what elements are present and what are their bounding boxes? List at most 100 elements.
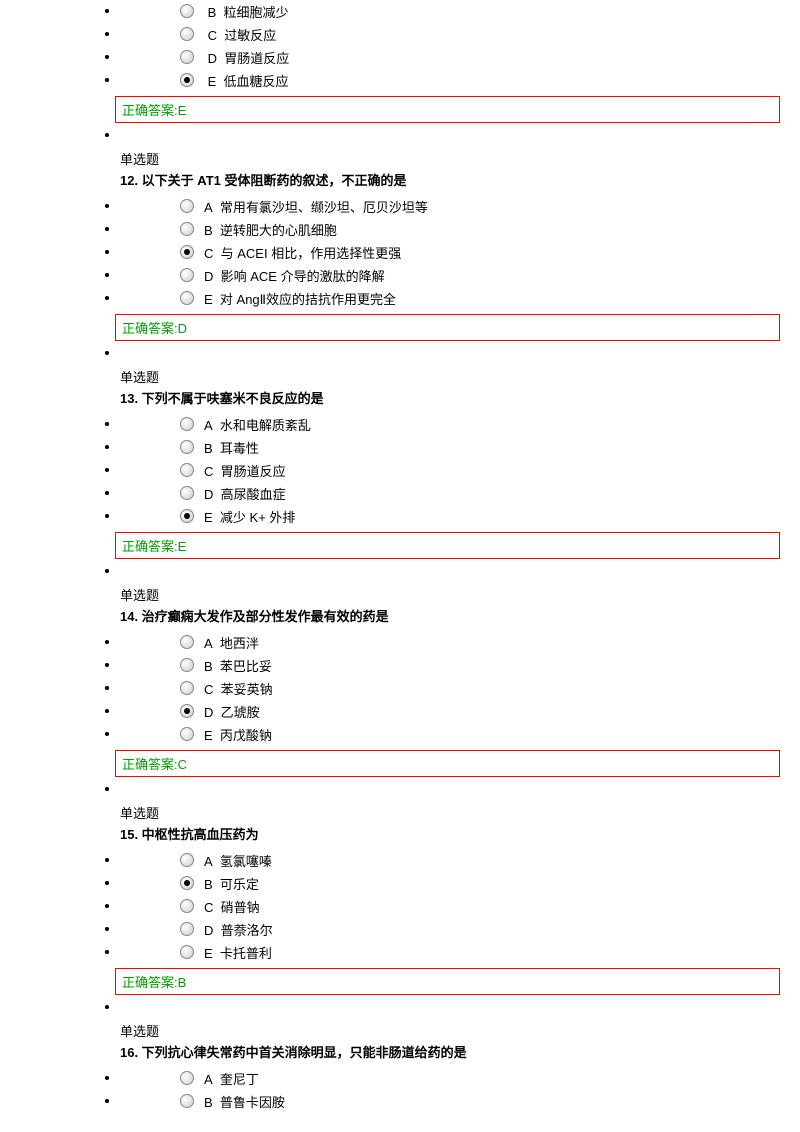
option-item[interactable]: B 苯巴比妥	[120, 654, 800, 677]
radio-icon[interactable]	[180, 73, 194, 87]
question-list: B 粒细胞减少 C 过敏反应 D 胃肠道反应 E 低血糖反应 正确答案:E 单选…	[0, 0, 800, 1113]
radio-icon[interactable]	[180, 199, 194, 213]
answer-box: 正确答案:E	[120, 96, 800, 123]
radio-icon[interactable]	[180, 899, 194, 913]
radio-icon[interactable]	[180, 509, 194, 523]
radio-icon[interactable]	[180, 945, 194, 959]
radio-icon[interactable]	[180, 463, 194, 477]
radio-icon[interactable]	[180, 27, 194, 41]
option-label: C 苯妥英钠	[204, 679, 273, 698]
option-label: D 乙琥胺	[204, 702, 260, 721]
question-type: 单选题	[120, 367, 800, 386]
option-label: C 硝普钠	[204, 897, 260, 916]
radio-icon[interactable]	[180, 486, 194, 500]
radio-icon[interactable]	[180, 4, 194, 18]
option-item[interactable]: C 胃肠道反应	[120, 459, 800, 482]
question-header: 单选题 12. 以下关于 AT1 受体阻断药的叙述，不正确的是	[120, 149, 800, 189]
question-type: 单选题	[120, 585, 800, 604]
section-spacer	[120, 563, 800, 579]
option-label: E 对 AngⅡ效应的拮抗作用更完全	[204, 289, 396, 308]
option-label: A 奎尼丁	[204, 1069, 259, 1088]
answer-box: 正确答案:B	[120, 968, 800, 995]
option-item[interactable]: B 可乐定	[120, 872, 800, 895]
option-item[interactable]: E 减少 K+ 外排	[120, 505, 800, 528]
option-label: D 影响 ACE 介导的激肽的降解	[204, 266, 385, 285]
section-spacer	[120, 781, 800, 797]
option-item[interactable]: D 普萘洛尔	[120, 918, 800, 941]
radio-icon[interactable]	[180, 417, 194, 431]
option-item[interactable]: C 硝普钠	[120, 895, 800, 918]
option-item[interactable]: C 苯妥英钠	[120, 677, 800, 700]
option-item[interactable]: A 水和电解质紊乱	[120, 413, 800, 436]
option-label: C 过敏反应	[208, 25, 277, 44]
option-item[interactable]: B 粒细胞减少	[120, 0, 800, 23]
radio-icon[interactable]	[180, 704, 194, 718]
radio-icon[interactable]	[180, 245, 194, 259]
option-label: D 胃肠道反应	[208, 48, 290, 67]
question-header: 单选题 15. 中枢性抗高血压药为	[120, 803, 800, 843]
option-label: B 逆转肥大的心肌细胞	[204, 220, 337, 239]
question-title: 15. 中枢性抗高血压药为	[120, 824, 800, 843]
option-item[interactable]: A 奎尼丁	[120, 1067, 800, 1090]
radio-icon[interactable]	[180, 727, 194, 741]
option-label: B 可乐定	[204, 874, 259, 893]
option-item[interactable]: E 卡托普利	[120, 941, 800, 964]
radio-icon[interactable]	[180, 635, 194, 649]
radio-icon[interactable]	[180, 876, 194, 890]
question-type: 单选题	[120, 149, 800, 168]
option-item[interactable]: D 胃肠道反应	[120, 46, 800, 69]
radio-icon[interactable]	[180, 1094, 194, 1108]
option-item[interactable]: B 耳毒性	[120, 436, 800, 459]
question-title: 12. 以下关于 AT1 受体阻断药的叙述，不正确的是	[120, 170, 800, 189]
radio-icon[interactable]	[180, 853, 194, 867]
option-item[interactable]: E 对 AngⅡ效应的拮抗作用更完全	[120, 287, 800, 310]
option-item[interactable]: B 普鲁卡因胺	[120, 1090, 800, 1113]
question-title: 14. 治疗癫痫大发作及部分性发作最有效的药是	[120, 606, 800, 625]
option-item[interactable]: A 地西泮	[120, 631, 800, 654]
option-item[interactable]: A 氢氯噻嗪	[120, 849, 800, 872]
answer-box: 正确答案:E	[120, 532, 800, 559]
question-header: 单选题 14. 治疗癫痫大发作及部分性发作最有效的药是	[120, 585, 800, 625]
radio-icon[interactable]	[180, 222, 194, 236]
section-spacer	[120, 999, 800, 1015]
answer-box: 正确答案:D	[120, 314, 800, 341]
option-label: E 减少 K+ 外排	[204, 507, 295, 526]
question-type: 单选题	[120, 803, 800, 822]
radio-icon[interactable]	[180, 50, 194, 64]
radio-icon[interactable]	[180, 681, 194, 695]
option-item[interactable]: D 影响 ACE 介导的激肽的降解	[120, 264, 800, 287]
option-label: E 低血糖反应	[208, 71, 289, 90]
question-title: 16. 下列抗心律失常药中首关消除明显，只能非肠道给药的是	[120, 1042, 800, 1061]
option-label: B 粒细胞减少	[208, 2, 289, 21]
option-label: C 胃肠道反应	[204, 461, 286, 480]
option-label: C 与 ACEI 相比，作用选择性更强	[204, 243, 401, 262]
option-item[interactable]: C 过敏反应	[120, 23, 800, 46]
radio-icon[interactable]	[180, 268, 194, 282]
option-item[interactable]: E 低血糖反应	[120, 69, 800, 92]
option-label: A 氢氯噻嗪	[204, 851, 272, 870]
option-item[interactable]: A 常用有氯沙坦、缬沙坦、厄贝沙坦等	[120, 195, 800, 218]
answer-box: 正确答案:C	[120, 750, 800, 777]
option-item[interactable]: B 逆转肥大的心肌细胞	[120, 218, 800, 241]
question-title: 13. 下列不属于呋塞米不良反应的是	[120, 388, 800, 407]
option-item[interactable]: D 高尿酸血症	[120, 482, 800, 505]
option-item[interactable]: E 丙戊酸钠	[120, 723, 800, 746]
option-label: E 丙戊酸钠	[204, 725, 272, 744]
radio-icon[interactable]	[180, 1071, 194, 1085]
question-type: 单选题	[120, 1021, 800, 1040]
option-label: A 常用有氯沙坦、缬沙坦、厄贝沙坦等	[204, 197, 428, 216]
radio-icon[interactable]	[180, 922, 194, 936]
radio-icon[interactable]	[180, 658, 194, 672]
option-item[interactable]: D 乙琥胺	[120, 700, 800, 723]
option-label: A 水和电解质紊乱	[204, 415, 311, 434]
option-label: B 普鲁卡因胺	[204, 1092, 285, 1111]
option-item[interactable]: C 与 ACEI 相比，作用选择性更强	[120, 241, 800, 264]
radio-icon[interactable]	[180, 440, 194, 454]
option-label: D 普萘洛尔	[204, 920, 273, 939]
radio-icon[interactable]	[180, 291, 194, 305]
option-label: D 高尿酸血症	[204, 484, 286, 503]
option-label: B 耳毒性	[204, 438, 259, 457]
option-label: B 苯巴比妥	[204, 656, 272, 675]
option-label: E 卡托普利	[204, 943, 272, 962]
question-header: 单选题 13. 下列不属于呋塞米不良反应的是	[120, 367, 800, 407]
